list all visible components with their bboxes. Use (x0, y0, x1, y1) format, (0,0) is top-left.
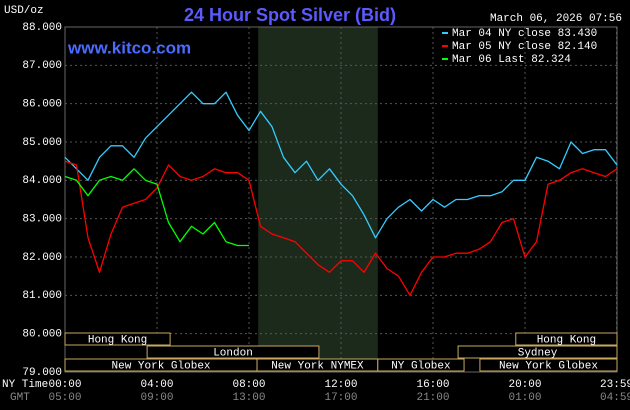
x-tick-label: 23:59 (600, 379, 630, 391)
x-tick-label: 12:00 (324, 379, 357, 391)
y-tick-label: 86.000 (22, 99, 62, 111)
x2-tick-label: 01:00 (508, 392, 541, 404)
y-tick-label: 83.000 (22, 214, 62, 226)
legend-label: Mar 06 Last 82.324 (452, 54, 571, 66)
session-label: London (213, 347, 253, 359)
session-bar (64, 332, 171, 346)
x-tick-label: 08:00 (232, 379, 265, 391)
x-axis-label: NY Time (2, 379, 48, 391)
chart-title: 24 Hour Spot Silver (Bid) (184, 5, 396, 25)
session-label: New York Globex (112, 360, 211, 372)
y-tick-label: 85.000 (22, 137, 62, 149)
y-tick-label: 84.000 (22, 175, 62, 187)
session-bar (377, 358, 465, 372)
x-tick-label: 04:00 (140, 379, 173, 391)
session-bar (146, 345, 320, 359)
y-tick-label: 88.000 (22, 22, 62, 34)
x2-tick-label: 05:00 (48, 392, 81, 404)
series-line (64, 168, 249, 247)
x-tick-label: 00:00 (48, 379, 81, 391)
x2-axis-label: GMT (10, 392, 30, 404)
x2-tick-label: 04:59 (600, 392, 630, 404)
y-axis-label: USD/oz (4, 5, 44, 17)
session-bar (515, 332, 618, 346)
session-label: Hong Kong (88, 334, 147, 346)
plot-frame (64, 26, 618, 373)
session-bar (457, 345, 618, 359)
series-line (64, 160, 618, 296)
y-tick-label: 87.000 (22, 60, 62, 72)
shaded-range (258, 27, 378, 372)
x2-tick-label: 13:00 (232, 392, 265, 404)
x-tick-label: 16:00 (416, 379, 449, 391)
x2-tick-label: 21:00 (416, 392, 449, 404)
y-tick-label: 82.000 (22, 252, 62, 264)
x2-tick-label: 09:00 (140, 392, 173, 404)
timestamp: March 06, 2026 07:56 (490, 13, 622, 25)
legend-label: Mar 04 NY close 83.430 (452, 28, 597, 40)
session-bar (479, 358, 618, 372)
session-label: Hong Kong (537, 334, 596, 346)
series-line (64, 91, 618, 239)
x2-tick-label: 17:00 (324, 392, 357, 404)
y-tick-label: 79.000 (22, 367, 62, 379)
session-label: New York NYMEX (271, 360, 364, 372)
x-tick-label: 20:00 (508, 379, 541, 391)
session-label: NY Globex (391, 360, 451, 372)
y-tick-label: 81.000 (22, 290, 62, 302)
y-tick-label: 80.000 (22, 329, 62, 341)
session-label: New York Globex (499, 360, 598, 372)
session-label: Sydney (518, 347, 558, 359)
watermark: www.kitco.com (67, 38, 191, 57)
legend-label: Mar 05 NY close 82.140 (452, 41, 597, 53)
